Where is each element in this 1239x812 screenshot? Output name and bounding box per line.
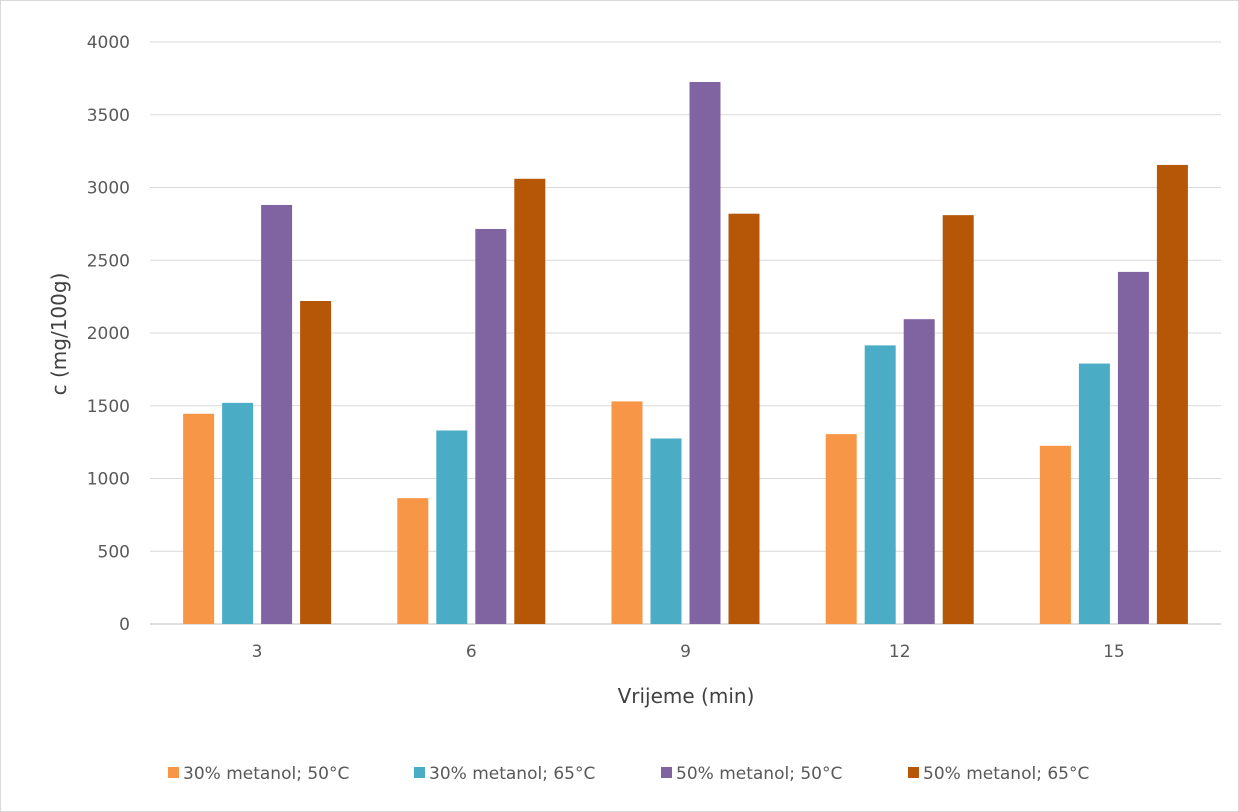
bar: [942, 215, 974, 624]
x-tick-label: 6: [466, 642, 477, 662]
legend-label: 30% metanol; 50°C: [183, 764, 349, 784]
bar: [1078, 363, 1110, 624]
bar: [864, 345, 896, 624]
legend-swatch: [908, 767, 919, 778]
y-tick-label: 2500: [87, 251, 130, 271]
bar: [261, 204, 293, 624]
bar: [650, 438, 682, 624]
legend-label: 50% metanol; 50°C: [676, 764, 842, 784]
bars: [183, 82, 1188, 624]
bar: [1039, 445, 1071, 624]
bar: [475, 228, 507, 624]
y-axis-label: c (mg/100g): [47, 273, 71, 396]
bar: [514, 178, 546, 624]
y-tick-label: 4000: [87, 33, 130, 53]
x-tick-label: 12: [889, 642, 911, 662]
bar: [903, 319, 935, 624]
x-tick-label: 15: [1103, 642, 1125, 662]
y-tick-label: 1500: [87, 397, 130, 417]
legend-swatch: [661, 767, 672, 778]
bar: [300, 300, 332, 624]
y-tick-label: 3000: [87, 179, 130, 199]
x-tick-labels: 3 6 9 12 15: [252, 642, 1125, 662]
y-tick-label: 0: [119, 615, 130, 635]
x-tick-label: 3: [252, 642, 263, 662]
bar: [825, 434, 857, 624]
bar: [728, 213, 760, 624]
y-tick-label: 3500: [87, 106, 130, 126]
bar: [183, 413, 215, 624]
legend: 30% metanol; 50°C 30% metanol; 65°C 50% me…: [168, 764, 1089, 784]
legend-swatch: [414, 767, 425, 778]
bar: [689, 82, 721, 624]
x-axis-label: Vrijeme (min): [618, 684, 755, 708]
bar: [397, 498, 429, 624]
bar: [1117, 271, 1149, 624]
x-tick-label: 9: [680, 642, 691, 662]
y-tick-label: 500: [98, 542, 130, 562]
bar: [436, 430, 468, 624]
y-tick-labels: 0 500 1000 1500 2000 2500 3000 3500 4000: [87, 33, 130, 635]
legend-label: 50% metanol; 65°C: [923, 764, 1089, 784]
y-tick-label: 1000: [87, 470, 130, 490]
y-tick-label: 2000: [87, 324, 130, 344]
bar: [611, 401, 643, 624]
legend-label: 30% metanol; 65°C: [429, 764, 595, 784]
bar: [1156, 164, 1188, 624]
legend-swatch: [168, 767, 179, 778]
bar: [222, 402, 254, 624]
